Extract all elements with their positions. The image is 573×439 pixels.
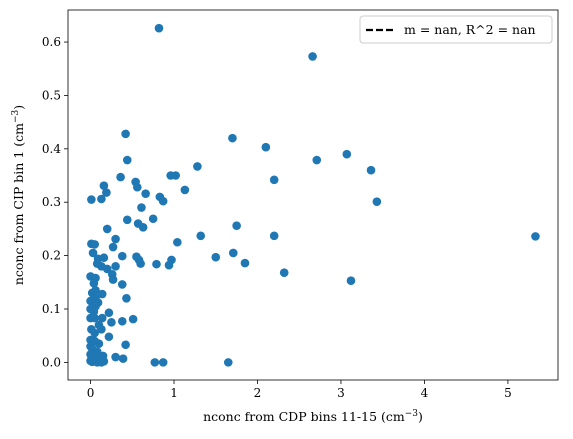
data-point [269,231,279,241]
x-tick-label: 1 [170,386,178,400]
data-point [154,23,164,33]
data-point [173,237,182,247]
data-point [104,332,114,342]
data-point [171,171,180,180]
scatter-points [86,23,540,367]
y-tick-label: 0.5 [42,88,61,102]
data-point [232,221,241,230]
data-point [118,354,128,363]
data-point [141,189,150,198]
x-axis: 0 1 2 3 4 5 [87,380,512,400]
x-tick-label: 4 [421,386,429,400]
data-point [97,289,107,299]
data-point [111,261,120,271]
data-point [88,248,98,258]
data-point [128,314,138,324]
data-point [108,242,118,252]
data-point [122,294,131,303]
legend: m = nan, R^2 = nan [359,15,553,44]
data-point [211,252,221,262]
data-point [158,196,168,206]
data-point [196,231,206,241]
data-point [148,214,158,224]
data-point [122,155,132,165]
data-point [138,223,148,232]
data-point [117,251,127,261]
data-point [152,259,161,269]
data-point [180,185,190,195]
data-point [94,339,104,348]
data-point [102,224,112,234]
data-point [117,316,127,326]
data-point [240,258,250,268]
plot-area [67,9,559,381]
x-tick-label: 5 [504,386,512,400]
data-point [261,142,271,152]
y-axis: 0.0 0.1 0.2 0.3 0.4 0.5 0.6 [42,35,68,369]
data-point [97,313,107,323]
data-point [97,324,106,334]
data-point [346,276,356,285]
data-point [158,358,168,367]
data-point [89,307,99,316]
data-point [102,188,111,197]
data-point [89,279,99,288]
data-point [269,175,279,185]
data-point [111,352,120,362]
x-tick-label: 2 [254,386,262,400]
data-point [92,259,102,268]
data-point [90,328,100,338]
data-point [121,129,130,139]
data-point [136,259,145,268]
y-tick-label: 0.1 [42,302,61,316]
data-point [342,149,352,159]
data-point [87,195,96,204]
data-point [137,203,146,212]
data-point [121,340,130,350]
data-point [104,308,114,318]
y-axis-label: nconc from CIP bin 1 (cm−3) [11,105,26,285]
data-point [150,358,160,367]
data-point [279,268,289,277]
y-tick-label: 0.3 [42,195,61,209]
x-axis-label: nconc from CDP bins 11-15 (cm−3) [203,409,423,424]
data-point [164,260,174,270]
data-point [228,133,237,143]
data-point [108,275,118,284]
data-point [223,358,233,367]
y-tick-label: 0.4 [42,142,61,156]
data-point [99,181,109,190]
data-point [132,182,142,192]
data-point [99,253,109,263]
data-point [97,194,106,204]
x-tick-label: 0 [87,386,95,400]
data-point [193,162,202,171]
data-point [117,280,127,289]
data-point [116,172,125,182]
data-point [107,318,116,327]
data-point [99,357,109,366]
legend-label: m = nan, R^2 = nan [404,22,536,37]
y-tick-label: 0.2 [42,249,61,263]
x-tick-label: 3 [337,386,345,400]
y-tick-label: 0.6 [42,35,61,49]
legend-box [359,15,553,44]
data-point [90,240,100,249]
data-point [111,234,120,244]
data-point [531,232,540,241]
data-point [308,52,317,61]
data-point [122,215,132,225]
data-point [87,351,96,361]
data-point [366,165,376,175]
data-point [90,313,100,323]
y-tick-label: 0.0 [42,355,61,369]
data-point [312,155,322,165]
data-point [228,248,238,258]
data-point [372,197,382,206]
